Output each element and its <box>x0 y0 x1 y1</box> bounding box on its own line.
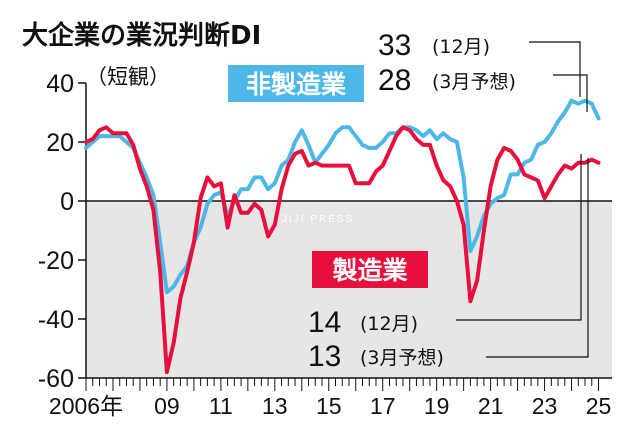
nonmfg-dec-value: 33 <box>378 29 411 62</box>
mfg-mar-text: (3月予想) <box>360 347 444 369</box>
mfg-mar-value: 13 <box>308 340 341 373</box>
x-tick-label: 23 <box>532 393 558 419</box>
y-tick-label: 20 <box>46 129 74 157</box>
nonmfg-dec-text: (12月) <box>432 36 490 58</box>
x-tick-label: 19 <box>424 393 450 419</box>
y-tick-label: -20 <box>38 247 74 275</box>
x-tick-label: 25 <box>586 393 612 419</box>
chart-subtitle: （短観） <box>86 65 170 89</box>
x-tick-label: 17 <box>370 393 396 419</box>
leader-nonmfg-dec <box>529 42 580 97</box>
mfg-dec-text: (12月) <box>360 313 418 335</box>
y-tick-label: -60 <box>38 365 74 393</box>
x-tick-label: 11 <box>209 393 233 419</box>
mfg-label-text: 製造業 <box>331 256 407 285</box>
mfg-dec-value: 14 <box>308 306 341 339</box>
nonmfg-label: 非製造業 <box>228 65 364 102</box>
y-tick-label: 0 <box>60 188 74 216</box>
x-tick-label: 2006年 <box>49 393 123 419</box>
watermark: JIJI PRESS <box>282 214 354 225</box>
y-ticks: 40 20 0 -20 -40 -60 <box>38 70 86 393</box>
x-tick-label: 21 <box>478 393 504 419</box>
nonmfg-mar-value: 28 <box>378 64 411 97</box>
y-tick-label: 40 <box>46 70 74 98</box>
x-tick-label: 13 <box>262 393 288 419</box>
x-ticks: 2006年 09 11 13 15 17 19 21 23 25 <box>49 378 611 419</box>
mfg-label: 製造業 <box>312 251 428 288</box>
chart-title: 大企業の業況判断DI <box>22 20 261 51</box>
x-tick-label: 15 <box>316 393 342 419</box>
x-tick-label: 09 <box>154 393 180 419</box>
y-tick-label: -40 <box>38 306 74 334</box>
nonmfg-mar-text: (3月予想) <box>432 71 516 93</box>
nonmfg-label-text: 非製造業 <box>246 70 346 99</box>
